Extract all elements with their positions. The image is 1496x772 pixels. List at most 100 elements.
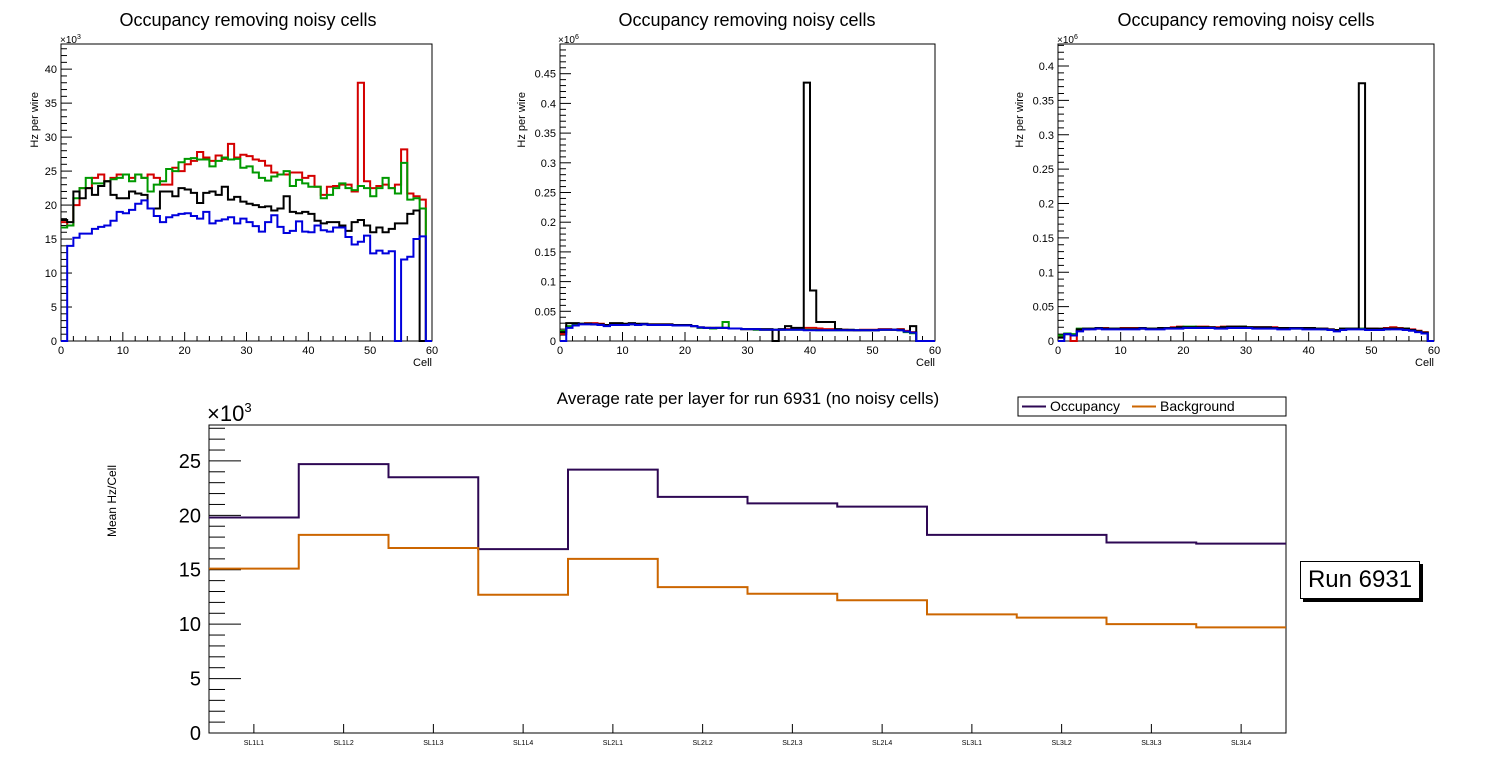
x-tick-label: SL2L1 (603, 740, 623, 747)
y-tick-label: 25 (45, 166, 57, 178)
y-axis-exponent: ×106 (1057, 34, 1078, 46)
x-tick-label: SL1L1 (244, 740, 264, 747)
x-tick-label: 10 (616, 345, 628, 357)
y-axis-label: Hz per wire (516, 92, 528, 148)
y-tick-label: 0.15 (1033, 233, 1054, 245)
x-tick-label: 20 (1177, 345, 1189, 357)
y-tick-label: 0 (51, 336, 57, 348)
y-tick-label: 0.05 (1033, 302, 1054, 314)
y-axis-exponent: ×103 (207, 400, 252, 426)
x-axis-label: Cell (413, 357, 432, 369)
x-tick-label: SL3L3 (1141, 740, 1161, 747)
y-tick-label: 20 (179, 505, 201, 527)
chart-title: Occupancy removing noisy cells (119, 10, 376, 30)
series-blue (1058, 326, 1434, 342)
series-blue (61, 199, 432, 342)
chart-panel-3: Occupancy removing noisy cells Hz per wir… (1014, 10, 1440, 369)
x-tick-label: 50 (866, 345, 878, 357)
x-tick-label: 60 (1428, 345, 1440, 357)
y-tick-label: 40 (45, 64, 57, 76)
series-black (61, 180, 432, 342)
y-tick-label: 0.05 (535, 306, 556, 318)
x-tick-label: 0 (1055, 345, 1061, 357)
x-tick-label: 0 (58, 345, 64, 357)
y-tick-label: 0.1 (1039, 267, 1054, 279)
chart-title: Occupancy removing noisy cells (1117, 10, 1374, 30)
y-axis-exponent: ×106 (558, 34, 579, 46)
y-tick-label: 0.2 (541, 217, 556, 229)
y-tick-label: 0 (190, 723, 201, 745)
y-axis-label: Hz per wire (1014, 92, 1026, 148)
y-tick-label: 0.1 (541, 277, 556, 289)
x-tick-label: SL1L3 (423, 740, 443, 747)
x-tick-label: 0 (557, 345, 563, 357)
chart-panel-2: Occupancy removing noisy cells Hz per wir… (516, 10, 941, 369)
chart-panel-4: Average rate per layer for run 6931 (no … (105, 389, 1287, 747)
y-axis-exponent: ×103 (60, 34, 81, 46)
y-tick-label: 10 (45, 268, 57, 280)
chart-title: Average rate per layer for run 6931 (no … (557, 389, 939, 408)
x-tick-label: 40 (302, 345, 314, 357)
x-tick-label: SL3L4 (1231, 740, 1251, 747)
y-tick-label: 0 (1048, 336, 1054, 348)
y-tick-label: 20 (45, 200, 57, 212)
legend-label-background: Background (1160, 398, 1235, 414)
x-tick-label: 20 (179, 345, 191, 357)
x-tick-label: 60 (426, 345, 438, 357)
y-tick-label: 0.3 (1039, 130, 1054, 142)
y-tick-label: 35 (45, 98, 57, 110)
x-tick-label: SL1L4 (513, 740, 533, 747)
legend-label-occupancy: Occupancy (1050, 398, 1120, 414)
x-tick-label: 10 (117, 345, 129, 357)
series-background (209, 533, 1286, 629)
x-tick-label: 40 (1303, 345, 1315, 357)
x-tick-label: SL3L2 (1052, 740, 1072, 747)
x-tick-label: SL2L2 (693, 740, 713, 747)
x-tick-label: 10 (1115, 345, 1127, 357)
y-tick-label: 0.4 (1039, 61, 1054, 73)
y-tick-label: 15 (45, 234, 57, 246)
x-tick-label: SL2L3 (782, 740, 802, 747)
series-green (61, 156, 432, 342)
x-tick-label: 40 (804, 345, 816, 357)
y-axis-label: Mean Hz/Cell (105, 465, 119, 537)
y-tick-label: 5 (51, 302, 57, 314)
x-tick-label: 60 (929, 345, 941, 357)
y-tick-label: 0.25 (535, 188, 556, 200)
chart-panel-1: Occupancy removing noisy cells Hz per wir… (29, 10, 438, 369)
y-tick-label: 0.3 (541, 158, 556, 170)
x-tick-label: 30 (741, 345, 753, 357)
y-tick-label: 15 (179, 560, 201, 582)
x-tick-label: 30 (1240, 345, 1252, 357)
y-tick-label: 0.35 (1033, 95, 1054, 107)
y-tick-label: 0 (550, 336, 556, 348)
legend: Occupancy Background (1017, 396, 1287, 417)
y-tick-label: 0.2 (1039, 199, 1054, 211)
y-tick-label: 5 (190, 669, 201, 691)
chart-title: Occupancy removing noisy cells (618, 10, 875, 30)
x-tick-label: 50 (1365, 345, 1377, 357)
run-label-box: Run 6931 (1300, 561, 1420, 599)
series-blue (560, 323, 935, 342)
x-tick-label: 30 (240, 345, 252, 357)
plot-frame (1057, 43, 1435, 342)
x-axis-label: Cell (916, 357, 935, 369)
y-tick-label: 0.25 (1033, 164, 1054, 176)
x-tick-label: 20 (679, 345, 691, 357)
x-axis-label: Cell (1415, 357, 1434, 369)
x-tick-label: SL2L4 (872, 740, 892, 747)
x-tick-label: SL1L2 (334, 740, 354, 747)
y-tick-label: 0.4 (541, 98, 556, 110)
x-tick-label: 50 (364, 345, 376, 357)
y-tick-label: 0.45 (535, 69, 556, 81)
plot-frame (559, 43, 936, 342)
run-label: Run 6931 (1307, 566, 1413, 593)
plot-frame (208, 424, 1287, 734)
y-tick-label: 0.15 (535, 247, 556, 259)
y-tick-label: 25 (179, 451, 201, 473)
y-axis-label: Hz per wire (29, 92, 41, 148)
y-tick-label: 30 (45, 132, 57, 144)
y-tick-label: 10 (179, 614, 201, 636)
series-occupancy (209, 463, 1286, 551)
